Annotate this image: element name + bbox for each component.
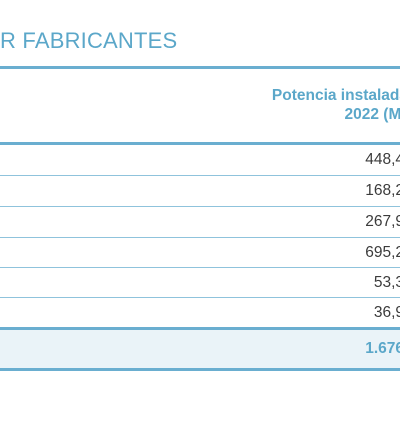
- table-row: 695,2: [0, 238, 400, 268]
- table-cell-value: 695,2: [365, 244, 400, 261]
- table-row: 168,2: [0, 176, 400, 206]
- header-bottom-rule: [0, 142, 400, 145]
- table-row: 53,3: [0, 268, 400, 298]
- table-cell-value: 448,4: [365, 151, 400, 168]
- table-row: 448,4: [0, 145, 400, 175]
- table-cell-value: 168,2: [365, 182, 400, 199]
- row-divider: [0, 237, 400, 238]
- total-bottom-rule: [0, 368, 400, 371]
- table-cell-value: 267,9: [365, 213, 400, 230]
- table-cell-value: 36,9: [373, 304, 400, 321]
- table-row: 267,9: [0, 207, 400, 237]
- table-cell-value: 53,3: [373, 274, 400, 291]
- section-title: R FABRICANTES: [0, 28, 178, 53]
- table-row: 36,9: [0, 298, 400, 328]
- column-header-line1: Potencia instalada: [271, 87, 400, 104]
- total-row: 1.676: [0, 330, 400, 368]
- column-header: Potencia instalada 2022 (MW: [0, 86, 400, 124]
- total-top-rule: [0, 327, 400, 330]
- row-divider: [0, 267, 400, 268]
- row-divider: [0, 297, 400, 298]
- header-top-rule: [0, 66, 400, 69]
- row-divider: [0, 175, 400, 176]
- total-value: 1.676: [365, 340, 400, 357]
- column-header-line2: 2022 (MW: [344, 106, 400, 123]
- row-divider: [0, 206, 400, 207]
